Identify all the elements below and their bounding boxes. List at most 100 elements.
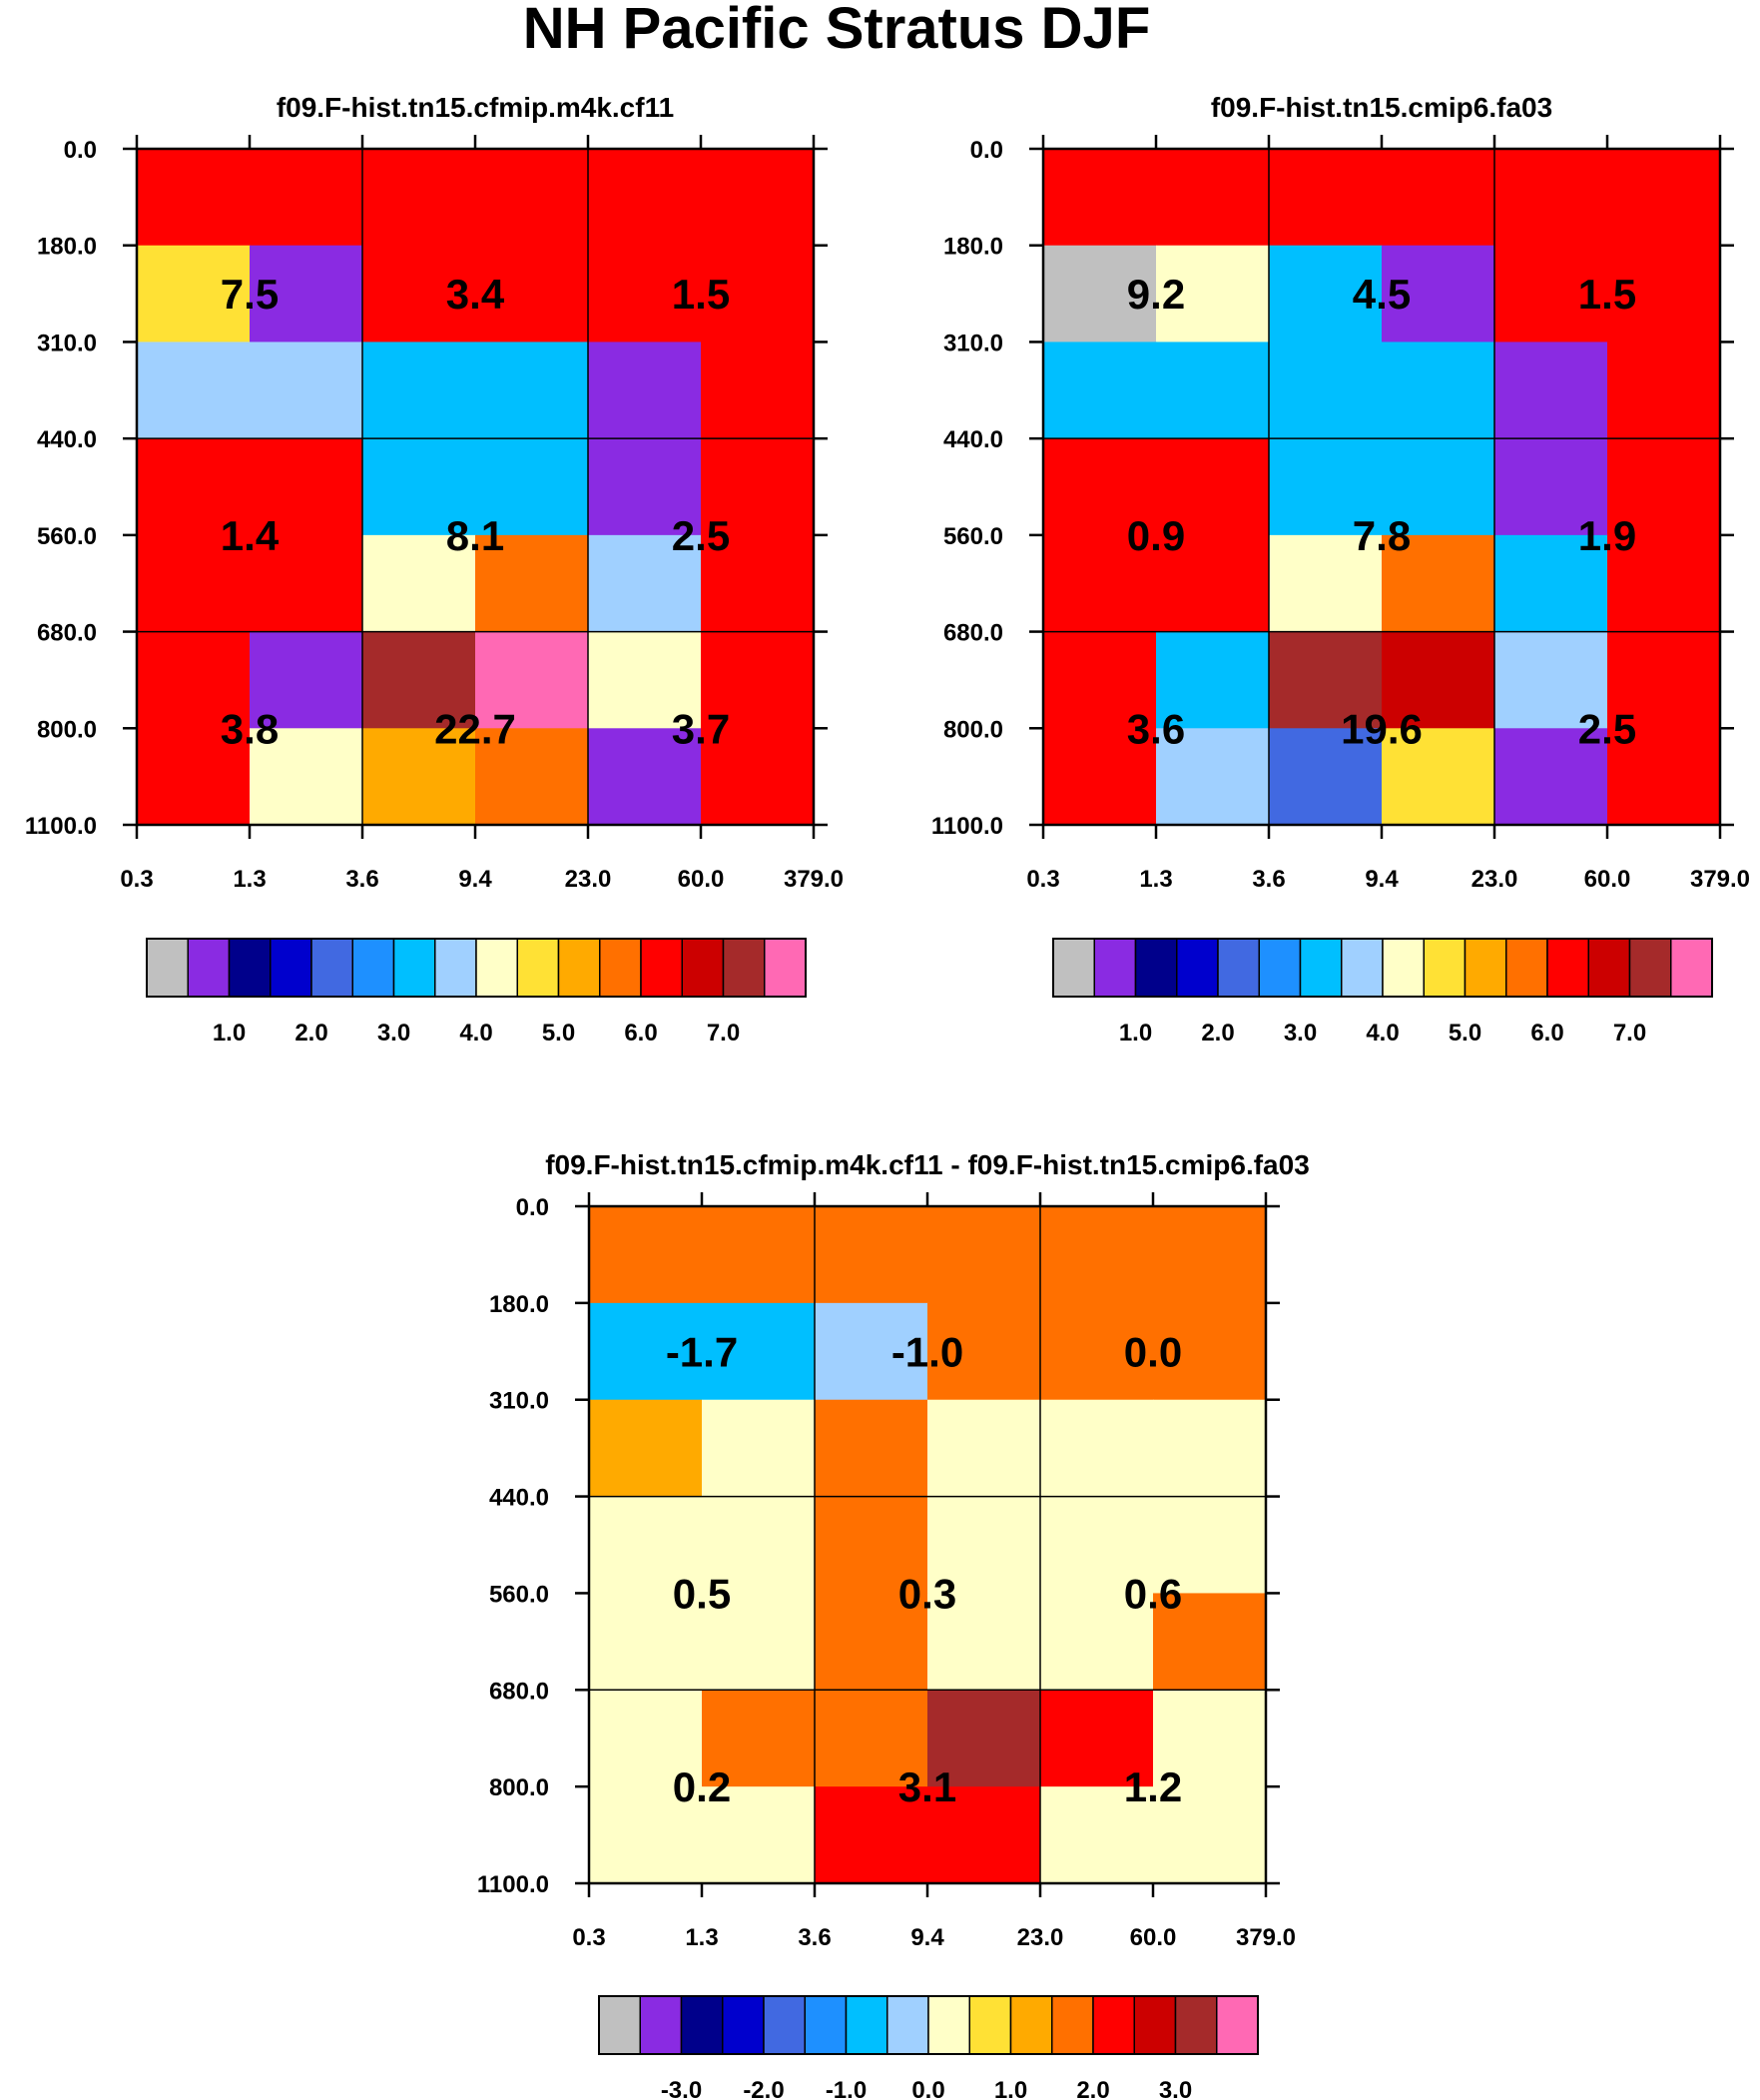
colorbar-swatch <box>927 1995 970 2055</box>
colorbar-label: 2.0 <box>294 1020 327 1047</box>
heatmap-cell <box>1382 631 1495 729</box>
colorbar-swatch <box>639 1995 683 2055</box>
heatmap-cell <box>1607 245 1721 344</box>
heatmap-cell <box>588 438 702 536</box>
x-tick-label: 0.3 <box>1026 866 1059 893</box>
heatmap-cell <box>1382 438 1495 536</box>
colorbar-swatch <box>1464 938 1507 998</box>
x-tick-label: 0.3 <box>120 866 153 893</box>
colorbar-label: 3.0 <box>377 1020 410 1047</box>
heatmap-cell <box>1269 728 1383 826</box>
colorbar-swatch <box>1217 938 1260 998</box>
heatmap-cell <box>589 1786 703 1884</box>
heatmap-cell <box>362 438 476 536</box>
heatmap-cell <box>702 1206 816 1304</box>
heatmap-cell <box>1156 534 1270 633</box>
heatmap-cell <box>815 1786 928 1884</box>
panel-model-fa03: f09.F-hist.tn15.cmip6.fa03 0.0 180.0 310.0 4… <box>931 92 1750 1047</box>
heatmap-cell <box>1156 728 1270 826</box>
heatmap-cell <box>1153 1399 1267 1498</box>
heatmap-cell <box>1494 534 1608 633</box>
box-value-label: 1.5 <box>1578 271 1636 318</box>
colorbar-swatch <box>1258 938 1302 998</box>
colorbar-swatch <box>1341 938 1384 998</box>
heatmap-cell <box>1607 728 1721 826</box>
box-value-label: 22.7 <box>434 705 516 752</box>
heatmap-cell <box>1382 245 1495 344</box>
y-tick-label: 440.0 <box>943 426 1003 453</box>
box-value-label: 1.9 <box>1578 512 1636 559</box>
x-tick-label: 9.4 <box>910 1924 944 1951</box>
colorbar-swatch <box>392 938 436 998</box>
box-value-label: 3.7 <box>672 705 730 752</box>
heatmap-cell <box>1156 631 1270 729</box>
colorbar-label: 1.0 <box>994 2077 1027 2100</box>
heatmap-cell <box>475 342 589 439</box>
colorbar-swatch <box>640 938 683 998</box>
heatmap-cell <box>137 149 251 247</box>
heatmap-cell <box>1043 245 1157 344</box>
heatmap-cell <box>1382 728 1495 826</box>
heatmap-cell <box>1494 342 1608 439</box>
y-tick-label: 0.0 <box>516 1194 549 1221</box>
heatmap-cell <box>362 534 476 633</box>
colorbar-swatch <box>1009 1995 1053 2055</box>
heatmap-cell <box>250 728 363 826</box>
colorbar-swatch <box>1092 1995 1135 2055</box>
heatmap-cell <box>701 149 815 247</box>
y-tick-label: 180.0 <box>37 234 97 261</box>
x-tick-label: 379.0 <box>784 866 844 893</box>
heatmap-cell <box>927 1690 1041 1787</box>
heatmap-cell <box>927 1206 1041 1304</box>
heatmap-cell <box>927 1786 1041 1884</box>
colorbar-swatch <box>804 1995 848 2055</box>
heatmap-cell <box>815 1302 928 1401</box>
colorbar-swatch <box>1052 938 1095 998</box>
heatmap-cell <box>702 1690 816 1787</box>
box-value-label: 19.6 <box>1341 705 1423 752</box>
box-value-label: 7.8 <box>1353 512 1411 559</box>
heatmap-cell <box>702 1593 816 1691</box>
box-value-label: 3.8 <box>221 705 279 752</box>
colorbar-label: 1.0 <box>1119 1020 1152 1047</box>
heatmap-cell <box>1269 149 1383 247</box>
heatmap-cell <box>588 245 702 344</box>
colorbar-label: 0.0 <box>911 2077 944 2100</box>
heatmap-cell <box>362 728 476 826</box>
heatmap-cell <box>1153 1302 1267 1401</box>
box-value-label: 1.4 <box>221 512 280 559</box>
colorbar-label: 4.0 <box>1366 1020 1399 1047</box>
colorbar-label: 3.0 <box>1159 2077 1192 2100</box>
x-tick-label: 23.0 <box>565 866 612 893</box>
heatmap-cell <box>1607 534 1721 633</box>
heatmap-cell <box>1382 342 1495 439</box>
heatmap-cell <box>1607 631 1721 729</box>
heatmap-cell <box>1153 1786 1267 1884</box>
colorbar-swatch <box>516 938 560 998</box>
colorbar-label: -3.0 <box>661 2077 702 2100</box>
box-value-label: 8.1 <box>446 512 504 559</box>
panel-title: f09.F-hist.tn15.cmip6.fa03 <box>1211 92 1552 123</box>
box-value-label: 2.5 <box>1578 705 1636 752</box>
y-tick-label: 0.0 <box>970 137 1003 164</box>
colorbar-swatch <box>228 938 272 998</box>
heatmap-cell <box>1043 438 1157 536</box>
heatmap-cell <box>1494 245 1608 344</box>
y-tick-label: 310.0 <box>37 330 97 356</box>
heatmap-cell <box>250 438 363 536</box>
x-tick-label: 60.0 <box>1584 866 1631 893</box>
x-tick-label: 9.4 <box>458 866 492 893</box>
colorbar-swatch <box>681 938 725 998</box>
x-tick-label: 0.3 <box>572 1924 605 1951</box>
colorbar-swatch <box>886 1995 929 2055</box>
colorbar-swatch <box>351 938 395 998</box>
heatmap-cell <box>475 438 589 536</box>
box-value-label: 7.5 <box>221 271 279 318</box>
heatmap-cell <box>1494 631 1608 729</box>
heatmap-cell <box>137 534 251 633</box>
panel-difference: f09.F-hist.tn15.cfmip.m4k.cf11 - f09.F-h… <box>477 1149 1310 2100</box>
box-value-label: 0.0 <box>1124 1328 1182 1375</box>
y-tick-label: 310.0 <box>943 330 1003 356</box>
heatmap-cell <box>701 728 815 826</box>
